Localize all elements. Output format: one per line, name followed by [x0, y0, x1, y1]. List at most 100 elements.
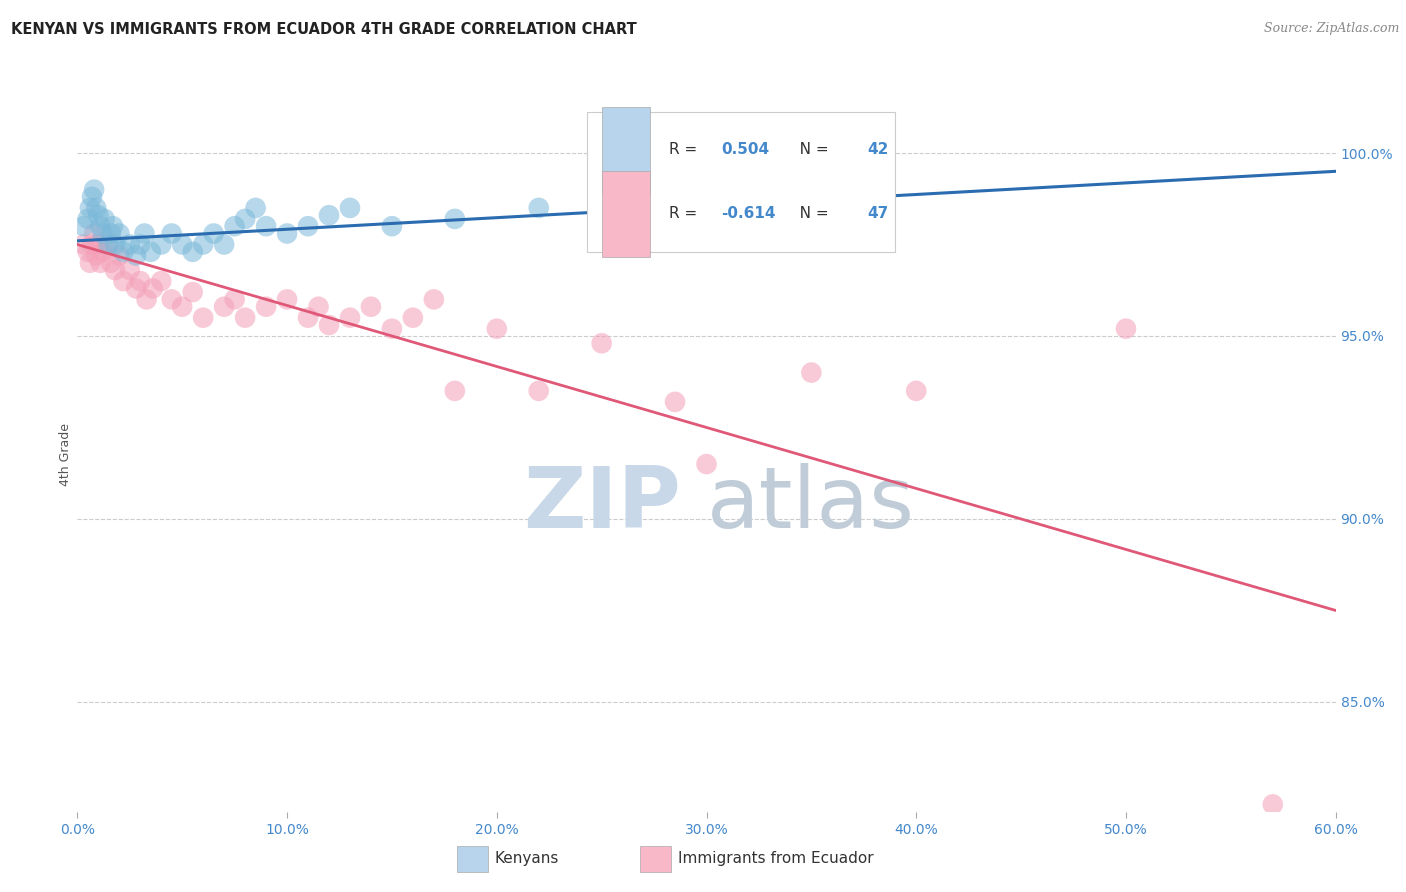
Point — [101, 219, 124, 234]
Point — [100, 256, 122, 270]
Point — [76, 244, 98, 259]
Point — [245, 201, 267, 215]
Point — [485, 321, 508, 335]
Point — [444, 384, 467, 398]
Text: 0.504: 0.504 — [721, 143, 769, 158]
Point — [318, 208, 340, 222]
Point — [104, 263, 127, 277]
Point — [233, 211, 256, 226]
Point — [125, 248, 148, 262]
Point — [381, 321, 404, 335]
Y-axis label: 4th Grade: 4th Grade — [59, 424, 72, 486]
Point — [276, 293, 298, 307]
Point — [108, 227, 131, 241]
Point — [1115, 321, 1137, 335]
Point — [84, 248, 107, 262]
Text: ZIP: ZIP — [523, 463, 682, 547]
Point — [108, 248, 131, 262]
Point — [93, 211, 115, 226]
Point — [160, 293, 183, 307]
Point — [212, 300, 235, 314]
Point — [191, 310, 215, 325]
Text: Kenyans: Kenyans — [495, 852, 560, 866]
Point — [254, 219, 277, 234]
Point — [800, 366, 823, 380]
Point — [160, 227, 183, 241]
Point — [80, 190, 103, 204]
Point — [181, 244, 204, 259]
Text: -0.614: -0.614 — [721, 206, 776, 221]
Text: Immigrants from Ecuador: Immigrants from Ecuador — [678, 852, 873, 866]
Point — [104, 237, 127, 252]
Point — [83, 183, 105, 197]
Point — [79, 256, 101, 270]
Point — [125, 281, 148, 295]
Point — [212, 237, 235, 252]
Point — [202, 227, 225, 241]
Text: atlas: atlas — [707, 463, 914, 547]
Point — [112, 244, 135, 259]
Point — [318, 318, 340, 332]
Point — [97, 237, 120, 252]
Point — [1261, 797, 1284, 812]
Point — [633, 183, 655, 197]
Point — [444, 211, 467, 226]
Point — [863, 164, 886, 178]
Point — [172, 237, 194, 252]
Point — [72, 219, 94, 234]
Point — [80, 237, 103, 252]
Point — [150, 237, 173, 252]
Point — [142, 281, 165, 295]
Point — [339, 310, 361, 325]
Text: 47: 47 — [868, 206, 889, 221]
Bar — [602, 107, 650, 193]
Point — [381, 219, 404, 234]
Point — [224, 293, 246, 307]
Point — [87, 237, 110, 252]
Point — [89, 219, 111, 234]
Point — [591, 336, 613, 351]
Text: R =: R = — [669, 206, 702, 221]
Point — [339, 201, 361, 215]
Point — [423, 293, 446, 307]
Point — [664, 395, 686, 409]
Point — [118, 263, 141, 277]
Point — [139, 244, 162, 259]
Point — [87, 208, 110, 222]
Point — [297, 219, 319, 234]
Point — [76, 211, 98, 226]
Point — [737, 175, 759, 189]
Text: N =: N = — [785, 143, 832, 158]
Bar — [586, 112, 896, 252]
Text: 42: 42 — [868, 143, 889, 158]
Point — [308, 300, 330, 314]
Bar — [602, 171, 650, 257]
Point — [527, 201, 550, 215]
Point — [360, 300, 382, 314]
Point — [84, 201, 107, 215]
Point — [91, 227, 114, 241]
Point — [100, 227, 122, 241]
Point — [905, 384, 928, 398]
Point — [224, 219, 246, 234]
Point — [254, 300, 277, 314]
Point — [96, 237, 118, 252]
Point — [297, 310, 319, 325]
Point — [118, 237, 141, 252]
Point — [276, 227, 298, 241]
Point — [172, 300, 194, 314]
Text: KENYAN VS IMMIGRANTS FROM ECUADOR 4TH GRADE CORRELATION CHART: KENYAN VS IMMIGRANTS FROM ECUADOR 4TH GR… — [11, 22, 637, 37]
Point — [72, 237, 94, 252]
Point — [129, 274, 152, 288]
Point — [696, 457, 718, 471]
Point — [233, 310, 256, 325]
Point — [112, 274, 135, 288]
Point — [150, 274, 173, 288]
Point — [89, 256, 111, 270]
Point — [527, 384, 550, 398]
Point — [135, 293, 157, 307]
Point — [83, 227, 105, 241]
Point — [91, 244, 114, 259]
Text: R =: R = — [669, 143, 702, 158]
Point — [191, 237, 215, 252]
